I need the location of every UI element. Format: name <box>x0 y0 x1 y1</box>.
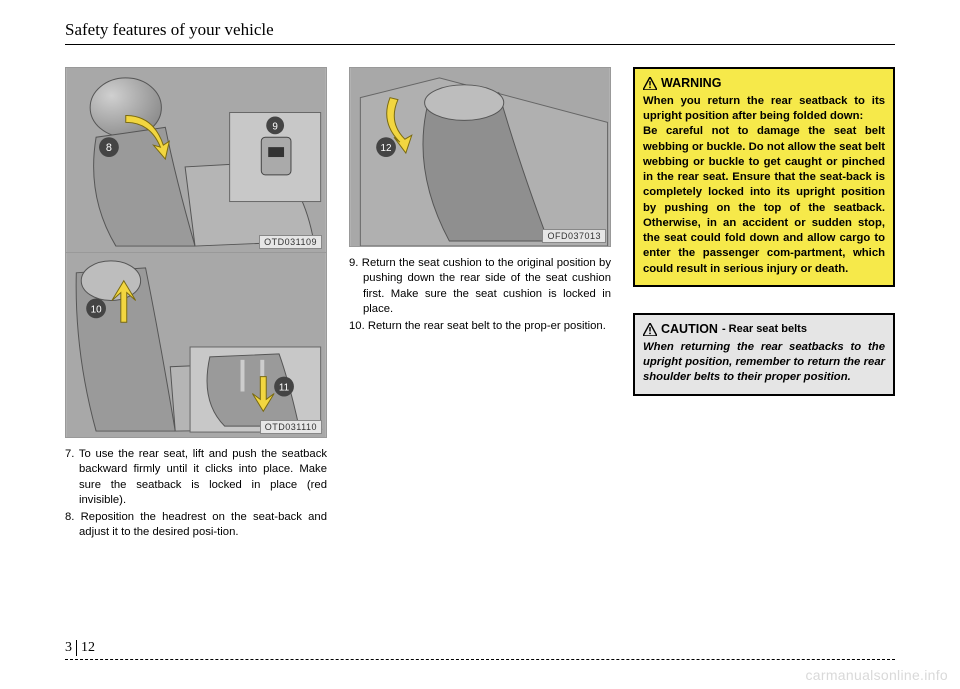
svg-text:8: 8 <box>106 142 112 154</box>
warning-box: WARNING When you return the rear seatbac… <box>633 67 895 287</box>
figure-3: 12 OFD037013 <box>349 67 611 247</box>
manual-page: Safety features of your vehicle <box>0 0 960 689</box>
watermark: carmanualsonline.info <box>806 667 949 683</box>
figure-1-label: OTD031109 <box>259 235 322 249</box>
col1-text: 7. To use the rear seat, lift and push t… <box>65 447 327 543</box>
figure-1: 8 9 OTD031109 <box>65 67 327 253</box>
step-9: 9. Return the seat cushion to the origin… <box>349 256 611 317</box>
step-10: 10. Return the rear seat belt to the pro… <box>349 319 611 334</box>
warning-icon <box>643 77 657 90</box>
warning-heading: WARNING <box>643 75 885 92</box>
figure-2: 10 11 OTD031110 <box>65 252 327 438</box>
warning-p1: When you return the rear seatback to its… <box>643 94 885 125</box>
step-7: 7. To use the rear seat, lift and push t… <box>65 447 327 508</box>
caution-heading: CAUTION - Rear seat belts <box>643 321 885 338</box>
svg-text:12: 12 <box>381 143 392 154</box>
page-number: 3 12 <box>65 640 95 656</box>
svg-text:11: 11 <box>279 383 290 394</box>
figure-2-label: OTD031110 <box>260 420 322 434</box>
seat-illustration-1: 8 9 <box>66 68 326 252</box>
caution-body: When returning the rear seatbacks to the… <box>643 340 885 386</box>
column-3: WARNING When you return the rear seatbac… <box>633 67 895 543</box>
chapter-num: 3 <box>65 640 77 656</box>
warning-p2: Be careful not to damage the seat belt w… <box>643 124 885 277</box>
page-footer: 3 12 <box>65 659 895 663</box>
page-header: Safety features of your vehicle <box>65 20 895 45</box>
col2-text: 9. Return the seat cushion to the origin… <box>349 256 611 336</box>
step-8: 8. Reposition the headrest on the seat-b… <box>65 510 327 541</box>
figure-3-label: OFD037013 <box>542 229 606 243</box>
page-num: 12 <box>81 640 95 656</box>
section-title: Safety features of your vehicle <box>65 20 274 39</box>
column-1: 8 9 OTD031109 <box>65 67 327 543</box>
warning-title: WARNING <box>661 75 721 92</box>
seat-illustration-3: 12 <box>350 68 610 246</box>
caution-subtitle: - Rear seat belts <box>722 322 807 337</box>
content-columns: 8 9 OTD031109 <box>65 67 895 543</box>
column-2: 12 OFD037013 9. Return the seat cushion … <box>349 67 611 543</box>
seat-illustration-2: 10 11 <box>66 253 326 437</box>
caution-box: CAUTION - Rear seat belts When returning… <box>633 313 895 396</box>
caution-title: CAUTION <box>661 321 718 338</box>
caution-icon <box>643 323 657 336</box>
svg-text:10: 10 <box>91 304 102 315</box>
svg-text:9: 9 <box>272 121 278 132</box>
